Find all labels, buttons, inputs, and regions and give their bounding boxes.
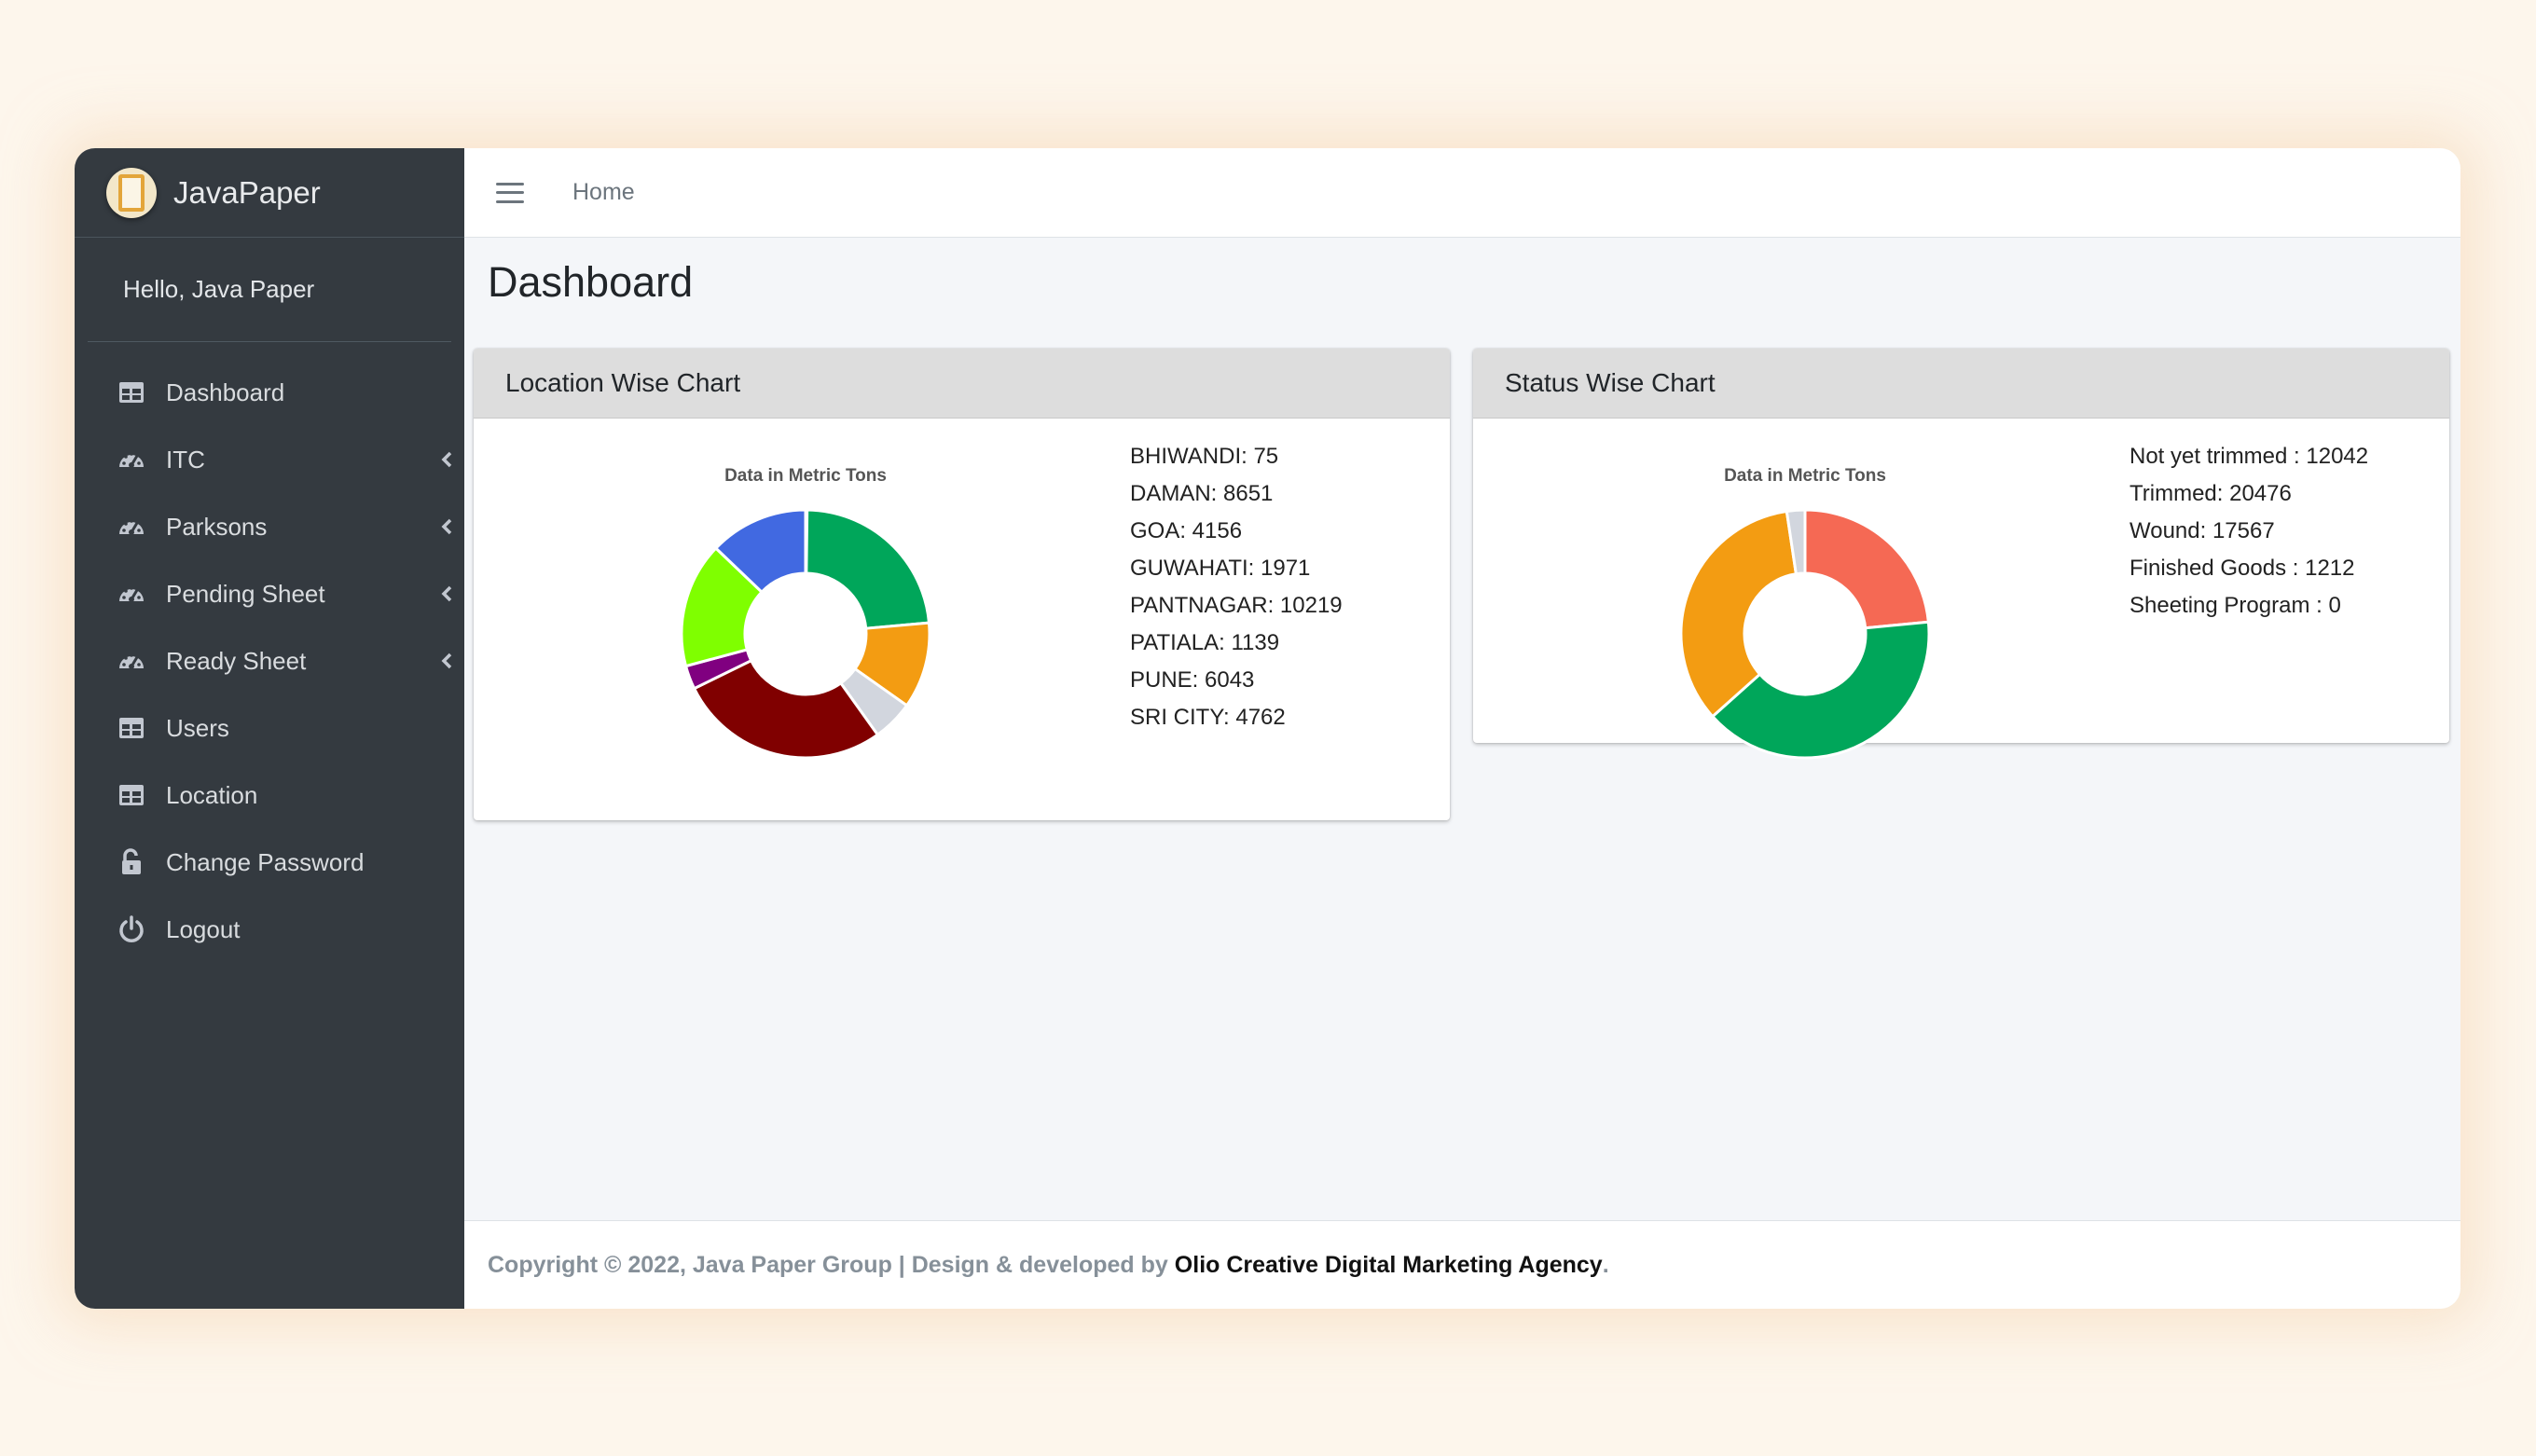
donut-slice-finished-goods[interactable] [1785, 508, 1807, 576]
footer-suffix: . [1602, 1251, 1609, 1278]
legend-item: GUWAHATI: 1971 [1130, 556, 1311, 581]
sidebar-item-label: Ready Sheet [166, 646, 307, 675]
page-title: Dashboard [488, 258, 694, 306]
sidebar-item-users[interactable]: Users [75, 694, 464, 762]
user-greeting[interactable]: Hello, Java Paper [123, 275, 315, 303]
legend-item: PATIALA: 1139 [1130, 630, 1280, 655]
footer-agency-link[interactable]: Olio Creative Digital Marketing Agency [1174, 1251, 1603, 1278]
legend-item: Trimmed: 20476 [2129, 481, 2292, 506]
donut-slice-daman[interactable] [805, 508, 931, 630]
status-legend: Not yet trimmed : 12042 Trimmed: 20476 W… [2129, 438, 2368, 625]
sidebar-item-label: ITC [166, 445, 205, 474]
brand-name: JavaPaper [173, 174, 321, 210]
footer-copyright: Copyright © 2022, Java Paper Group | Des… [488, 1251, 1168, 1278]
sidebar-item-label: Logout [166, 914, 241, 943]
sidebar-item-ready-sheet[interactable]: Ready Sheet [75, 627, 464, 694]
donut-slice-trimmed[interactable] [1710, 620, 1931, 760]
legend-item: PANTNAGAR: 10219 [1130, 593, 1343, 618]
sidebar-item-label: Dashboard [166, 378, 285, 406]
top-navbar: Home [464, 148, 2460, 238]
user-panel: Hello, Java Paper [88, 238, 451, 342]
donut-slice-not-yet-trimmed[interactable] [1803, 508, 1931, 630]
donut-slice-pantnagar[interactable] [692, 658, 880, 760]
donut-slice-pune[interactable] [680, 546, 765, 668]
location-chart-caption: Data in Metric Tons [724, 466, 887, 486]
legend-item: Sheeting Program : 0 [2129, 593, 2341, 618]
chevron-left-icon [441, 451, 452, 468]
table-icon [116, 779, 147, 811]
brand-link[interactable]: JavaPaper [75, 148, 464, 238]
legend-item: PUNE: 6043 [1130, 667, 1255, 693]
donut-slice-wound[interactable] [1679, 509, 1799, 719]
tachometer-icon [116, 511, 147, 543]
footer: Copyright © 2022, Java Paper Group | Des… [464, 1220, 2460, 1309]
tachometer-icon [116, 645, 147, 677]
location-chart-card: Location Wise Chart Data in Metric Tons … [474, 349, 1450, 820]
tachometer-icon [116, 444, 147, 475]
sidebar: JavaPaper Hello, Java Paper Dashboard ITC… [75, 148, 464, 1309]
unlock-icon [116, 846, 147, 878]
sidebar-item-pending-sheet[interactable]: Pending Sheet [75, 560, 464, 627]
legend-item: Not yet trimmed : 12042 [2129, 444, 2369, 469]
power-icon [116, 913, 147, 945]
tachometer-icon [116, 578, 147, 610]
sidebar-item-parksons[interactable]: Parksons [75, 493, 464, 560]
sidebar-item-location[interactable]: Location [75, 762, 464, 829]
sidebar-item-label: Users [166, 713, 229, 742]
status-chart-card: Status Wise Chart Data in Metric Tons No… [1473, 349, 2449, 760]
location-legend: BHIWANDI: 75 DAMAN: 8651 GOA: 4156 GUWAH… [1130, 438, 1343, 736]
location-donut-chart[interactable] [666, 494, 945, 774]
sidebar-item-itc[interactable]: ITC [75, 426, 464, 493]
legend-item: BHIWANDI: 75 [1130, 444, 1279, 469]
table-icon [116, 377, 147, 408]
chevron-left-icon [441, 585, 452, 602]
status-card-title: Status Wise Chart [1473, 349, 2449, 419]
sidebar-nav: Dashboard ITC Parksons Pending Sheet Ready S… [75, 342, 464, 963]
chevron-left-icon [441, 518, 452, 535]
legend-item: GOA: 4156 [1130, 518, 1243, 543]
sidebar-item-label: Change Password [166, 847, 365, 876]
brand-logo [106, 167, 157, 218]
legend-item: SRI CITY: 4762 [1130, 705, 1286, 730]
donut-slice-sri-city[interactable] [713, 508, 807, 595]
status-donut-chart[interactable] [1665, 494, 1945, 774]
sidebar-item-logout[interactable]: Logout [75, 896, 464, 963]
legend-item: Wound: 17567 [2129, 518, 2275, 543]
sidebar-item-label: Location [166, 780, 258, 809]
status-chart-caption: Data in Metric Tons [1724, 466, 1886, 486]
sidebar-item-label: Parksons [166, 512, 268, 541]
location-card-title: Location Wise Chart [474, 349, 1450, 419]
nav-home-link[interactable]: Home [572, 179, 635, 205]
sidebar-item-dashboard[interactable]: Dashboard [75, 359, 464, 426]
chevron-left-icon [441, 652, 452, 669]
sidebar-item-change-password[interactable]: Change Password [75, 829, 464, 896]
legend-item: Finished Goods : 1212 [2129, 556, 2355, 581]
hamburger-menu-icon[interactable] [496, 182, 524, 203]
legend-item: DAMAN: 8651 [1130, 481, 1274, 506]
table-icon [116, 712, 147, 744]
sidebar-item-label: Pending Sheet [166, 579, 325, 608]
app-window: JavaPaper Hello, Java Paper Dashboard ITC… [75, 148, 2460, 1309]
